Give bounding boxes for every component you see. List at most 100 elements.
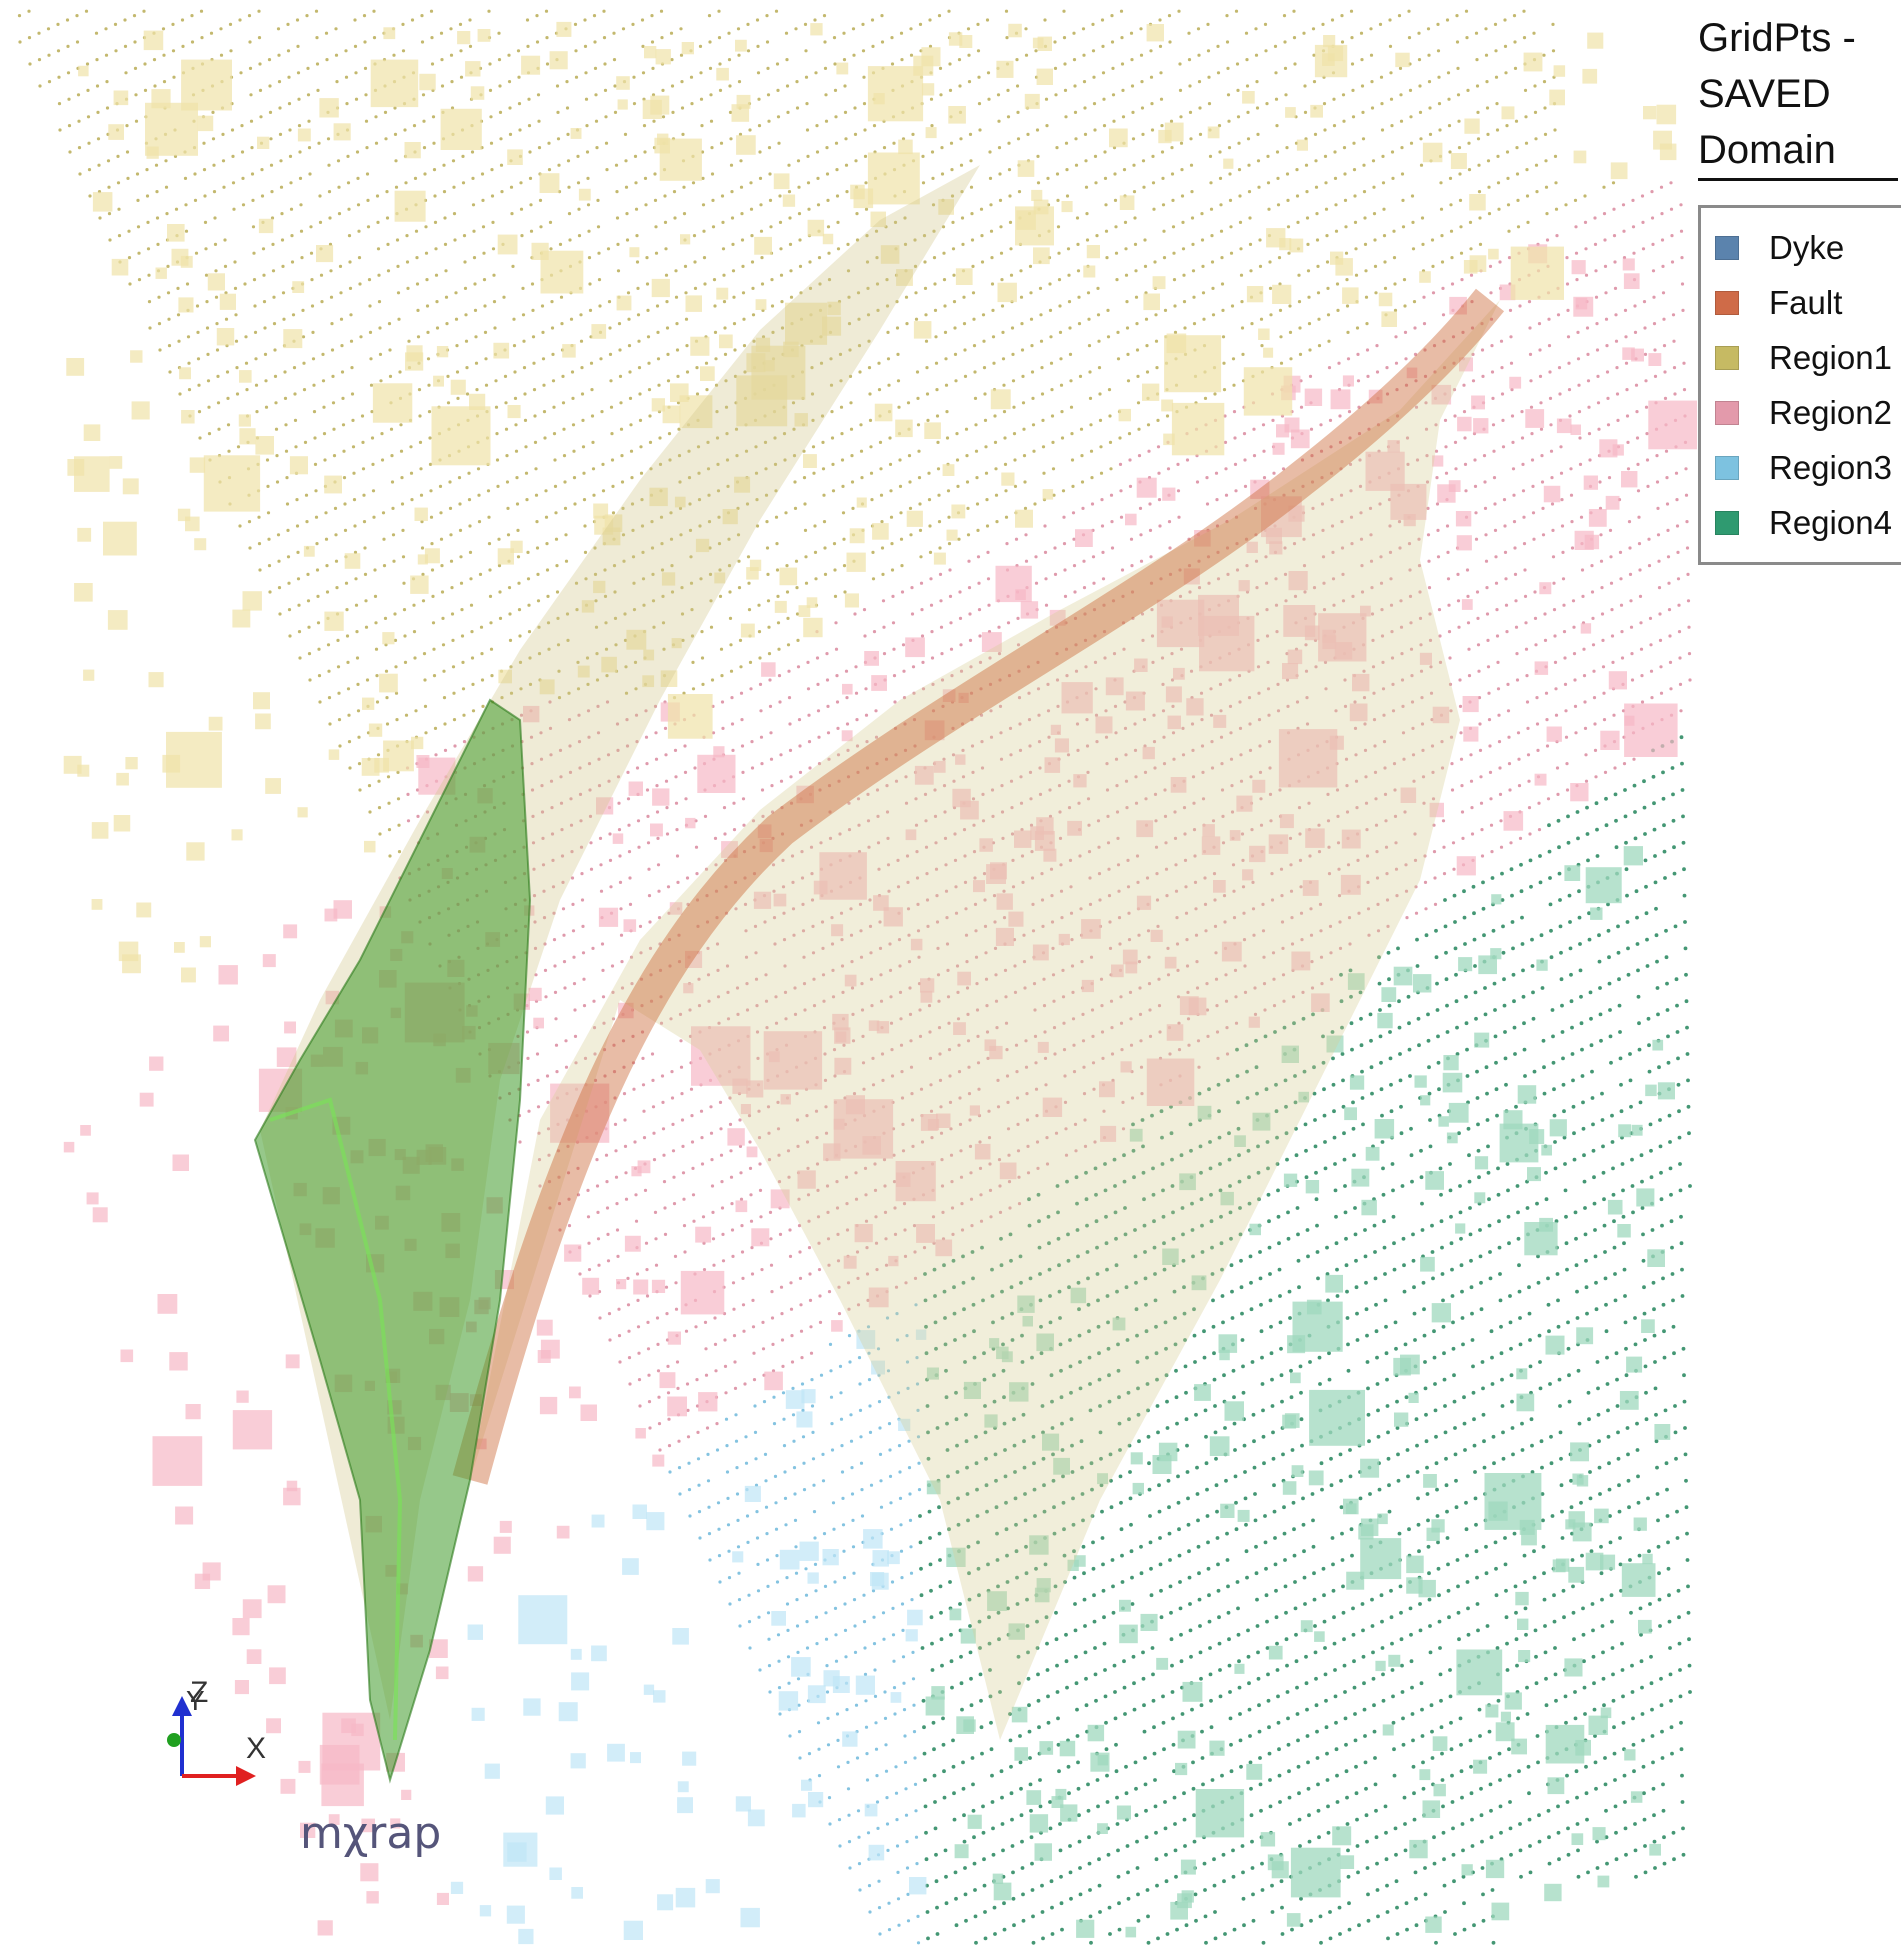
region1-grid-point bbox=[307, 119, 311, 123]
region1-grid-point bbox=[392, 559, 396, 563]
region1-grid-point bbox=[360, 414, 365, 418]
region2-grid-point bbox=[655, 784, 659, 788]
region1-grid-point bbox=[1551, 49, 1556, 53]
region1-grid-point bbox=[1197, 80, 1202, 84]
region1-grid-point bbox=[1265, 102, 1269, 106]
region1-grid-point bbox=[214, 295, 219, 299]
region2-grid-point bbox=[1624, 361, 1629, 365]
region2-grid-point bbox=[613, 1122, 618, 1126]
region1-grid-point bbox=[592, 493, 596, 497]
region1-grid-point bbox=[680, 80, 684, 84]
region2-grid-point bbox=[1357, 432, 1362, 436]
region2-grid-point bbox=[577, 740, 582, 744]
region1-grid-point bbox=[229, 49, 233, 53]
region1-grid-point bbox=[1139, 53, 1144, 57]
region1-grid-point bbox=[106, 159, 111, 163]
region2-grid-point bbox=[912, 691, 916, 695]
region1-grid-point bbox=[1135, 322, 1139, 326]
region2-grid-point bbox=[1679, 229, 1684, 233]
region1-grid-point bbox=[984, 471, 989, 475]
region1-grid-point bbox=[748, 128, 752, 132]
region1-grid-point bbox=[488, 594, 493, 599]
region1-grid-point bbox=[899, 31, 904, 35]
region1-grid-point bbox=[343, 528, 348, 533]
region1-grid-point bbox=[1363, 216, 1367, 220]
region1-grid-point bbox=[911, 132, 915, 136]
region1-grid-point bbox=[1208, 154, 1213, 158]
region2-grid-point bbox=[619, 933, 624, 937]
region2-grid-point bbox=[1668, 660, 1673, 665]
region2-grid-point bbox=[1496, 660, 1500, 665]
region1-grid-point bbox=[508, 106, 512, 110]
region2-grid-point bbox=[1147, 449, 1151, 453]
region2-grid-point bbox=[654, 731, 658, 735]
region1-grid-point bbox=[341, 423, 346, 427]
region1-grid-point bbox=[862, 102, 867, 106]
region1-grid-point bbox=[117, 234, 122, 238]
region1-grid-point bbox=[1040, 392, 1045, 396]
region1-grid-point bbox=[700, 630, 704, 634]
region2-grid-point bbox=[1563, 682, 1568, 687]
region2-grid-point bbox=[1426, 533, 1431, 537]
region2-grid-point bbox=[1111, 599, 1116, 603]
region1-grid-point bbox=[750, 234, 754, 238]
region1-grid-point bbox=[1428, 106, 1432, 110]
region2-grid-point bbox=[1148, 502, 1152, 506]
region1-grid-point bbox=[890, 542, 894, 546]
region2-grid-point bbox=[788, 748, 793, 753]
region2-grid-point bbox=[1062, 515, 1066, 519]
region1-grid-point bbox=[458, 22, 463, 26]
region1-grid-point bbox=[336, 638, 340, 643]
region2-grid-point bbox=[1535, 722, 1540, 726]
region1-grid-point bbox=[377, 300, 382, 304]
region1-grid-point bbox=[1189, 163, 1194, 167]
region1-grid-point bbox=[533, 414, 537, 418]
region1-grid-point bbox=[326, 643, 331, 647]
region2-grid-point bbox=[1422, 295, 1426, 299]
region2-grid-point bbox=[920, 608, 924, 612]
region2-grid-point bbox=[1501, 418, 1505, 422]
region1-grid-point bbox=[757, 124, 762, 128]
region1-grid-point bbox=[651, 66, 655, 70]
region1-grid-point bbox=[700, 124, 704, 128]
region2-grid-point bbox=[699, 1109, 704, 1113]
region1-grid-point bbox=[1089, 423, 1093, 427]
region1-grid-point bbox=[697, 498, 702, 502]
region1-grid-point bbox=[430, 62, 435, 66]
region2-grid-point bbox=[663, 726, 668, 731]
region2-grid-point bbox=[635, 740, 639, 744]
region1-grid-point bbox=[432, 647, 436, 651]
region1-grid-point bbox=[615, 216, 620, 220]
region1-grid-point bbox=[329, 295, 334, 299]
region1-grid-point bbox=[1003, 436, 1007, 440]
region2-grid-point bbox=[1490, 370, 1495, 374]
region1-grid-point bbox=[769, 225, 773, 229]
region1-grid-point bbox=[392, 53, 396, 57]
region2-grid-point bbox=[1128, 484, 1133, 488]
region1-grid-point bbox=[1239, 273, 1244, 277]
region1-grid-point bbox=[989, 203, 993, 207]
region1-grid-point bbox=[867, 366, 872, 370]
region1-grid-point bbox=[1001, 330, 1005, 334]
region1-grid-point bbox=[1417, 31, 1421, 35]
region1-grid-point bbox=[980, 234, 984, 238]
region1-grid-point bbox=[78, 172, 82, 176]
region1-grid-point bbox=[248, 546, 252, 550]
region1-grid-point bbox=[1344, 225, 1348, 229]
region1-grid-point bbox=[315, 542, 319, 546]
region1-grid-point bbox=[233, 260, 237, 264]
region1-grid-point bbox=[641, 577, 646, 581]
region1-grid-point bbox=[551, 352, 555, 356]
region2-grid-point bbox=[1686, 572, 1690, 577]
region1-grid-point bbox=[699, 97, 704, 101]
region1-grid-point bbox=[661, 115, 666, 119]
region1-grid-point bbox=[299, 229, 304, 233]
region1-grid-point bbox=[718, 568, 722, 572]
region1-grid-point bbox=[621, 27, 626, 31]
region2-grid-point bbox=[709, 1131, 714, 1135]
region2-grid-point bbox=[1233, 436, 1237, 440]
region2-grid-point bbox=[1507, 256, 1512, 260]
region1-grid-point bbox=[288, 154, 293, 158]
